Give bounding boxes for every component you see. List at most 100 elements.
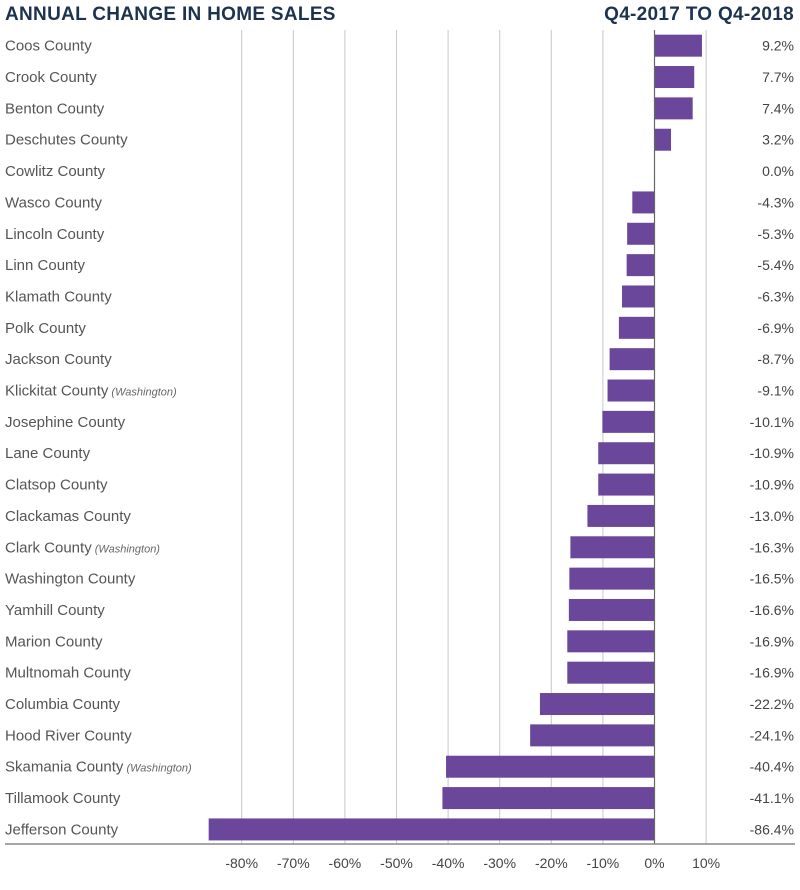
x-tick-label: -80%: [225, 855, 258, 871]
county-name: Wasco County: [5, 194, 102, 211]
value-label: -5.3%: [757, 226, 794, 242]
category-label: Clackamas County: [5, 508, 131, 525]
x-tick-label: -20%: [535, 855, 568, 871]
county-name: Clackamas County: [5, 508, 131, 525]
county-name: Yamhill County: [5, 602, 105, 619]
bar: [602, 410, 655, 433]
county-name: Marion County: [5, 633, 103, 650]
value-label: -16.9%: [750, 665, 794, 681]
x-tick-label: -70%: [277, 855, 310, 871]
bar: [654, 66, 695, 89]
value-label: -24.1%: [750, 727, 794, 743]
x-tick-label: -30%: [483, 855, 516, 871]
value-label: -8.7%: [757, 351, 794, 367]
bar: [627, 222, 655, 245]
value-label: -86.4%: [750, 821, 794, 837]
x-tick-label: 10%: [692, 855, 720, 871]
chart-subtitle: Q4-2017 TO Q4-2018: [604, 4, 794, 25]
state-note: (Washington): [92, 543, 161, 555]
value-label: -13.0%: [750, 508, 794, 524]
category-label: Linn County: [5, 257, 86, 274]
value-label: -16.9%: [750, 633, 794, 649]
category-label: Cowlitz County: [5, 163, 106, 180]
value-label: -16.5%: [750, 571, 794, 587]
state-note: (Washington): [123, 763, 192, 775]
value-label: -9.1%: [757, 383, 794, 399]
bar: [598, 442, 655, 465]
county-name: Lincoln County: [5, 226, 105, 243]
county-name: Jackson County: [5, 351, 112, 368]
county-name: Klamath County: [5, 288, 112, 305]
category-label: Crook County: [5, 69, 97, 86]
bar: [607, 379, 655, 402]
county-name: Jefferson County: [5, 821, 119, 838]
county-name: Deschutes County: [5, 132, 128, 149]
category-label: Coos County: [5, 38, 92, 55]
value-label: 0.0%: [762, 163, 794, 179]
state-note: (Washington): [108, 387, 177, 399]
category-label: Lincoln County: [5, 226, 105, 243]
bar: [530, 724, 655, 747]
category-label: Jefferson County: [5, 821, 119, 838]
category-label: Washington County: [5, 571, 136, 588]
value-label: 3.2%: [762, 132, 794, 148]
value-label: -5.4%: [757, 257, 794, 273]
bar: [569, 567, 655, 590]
x-tick-label: 0%: [644, 855, 664, 871]
bar: [539, 693, 655, 716]
chart-title: ANNUAL CHANGE IN HOME SALES: [5, 4, 336, 25]
county-name: Cowlitz County: [5, 163, 106, 180]
county-name: Lane County: [5, 445, 91, 462]
x-tick-label: -50%: [380, 855, 413, 871]
x-tick-label: -60%: [329, 855, 362, 871]
value-label: 7.7%: [762, 69, 794, 85]
value-label: -6.3%: [757, 288, 794, 304]
county-name: Coos County: [5, 38, 92, 55]
category-label: Marion County: [5, 633, 103, 650]
bar: [567, 661, 655, 684]
category-label: Columbia County: [5, 696, 121, 713]
bar: [570, 536, 655, 559]
bar: [654, 34, 702, 57]
category-label: Lane County: [5, 445, 91, 462]
value-label: -16.6%: [750, 602, 794, 618]
category-label: Tillamook County: [5, 790, 121, 807]
county-name: Skamania County: [5, 759, 124, 776]
bar: [567, 630, 655, 653]
category-label: Benton County: [5, 100, 105, 117]
county-name: Multnomah County: [5, 665, 131, 682]
county-name: Benton County: [5, 100, 105, 117]
county-name: Columbia County: [5, 696, 121, 713]
category-label: Hood River County: [5, 727, 132, 744]
category-label: Skamania County (Washington): [5, 759, 192, 776]
county-name: Klickitat County: [5, 383, 109, 400]
county-name: Crook County: [5, 69, 97, 86]
value-label: -40.4%: [750, 759, 794, 775]
category-label: Multnomah County: [5, 665, 131, 682]
bar: [446, 755, 655, 778]
value-label: 7.4%: [762, 100, 794, 116]
bar: [654, 97, 693, 120]
bar: [654, 128, 672, 151]
bar: [208, 818, 655, 841]
county-name: Clatsop County: [5, 477, 108, 494]
x-tick-label: -40%: [432, 855, 465, 871]
county-name: Clark County: [5, 539, 92, 556]
county-name: Polk County: [5, 320, 86, 337]
value-label: -22.2%: [750, 696, 794, 712]
bar: [626, 254, 655, 277]
category-label: Deschutes County: [5, 132, 128, 149]
category-label: Yamhill County: [5, 602, 105, 619]
bar: [568, 598, 655, 621]
category-label: Josephine County: [5, 414, 126, 431]
bar: [609, 348, 655, 371]
bar: [632, 191, 655, 214]
county-name: Hood River County: [5, 727, 132, 744]
category-label: Klamath County: [5, 288, 112, 305]
county-name: Tillamook County: [5, 790, 121, 807]
category-label: Clark County (Washington): [5, 539, 160, 556]
bar: [598, 473, 655, 496]
bar: [621, 285, 655, 308]
value-label: -16.3%: [750, 539, 794, 555]
